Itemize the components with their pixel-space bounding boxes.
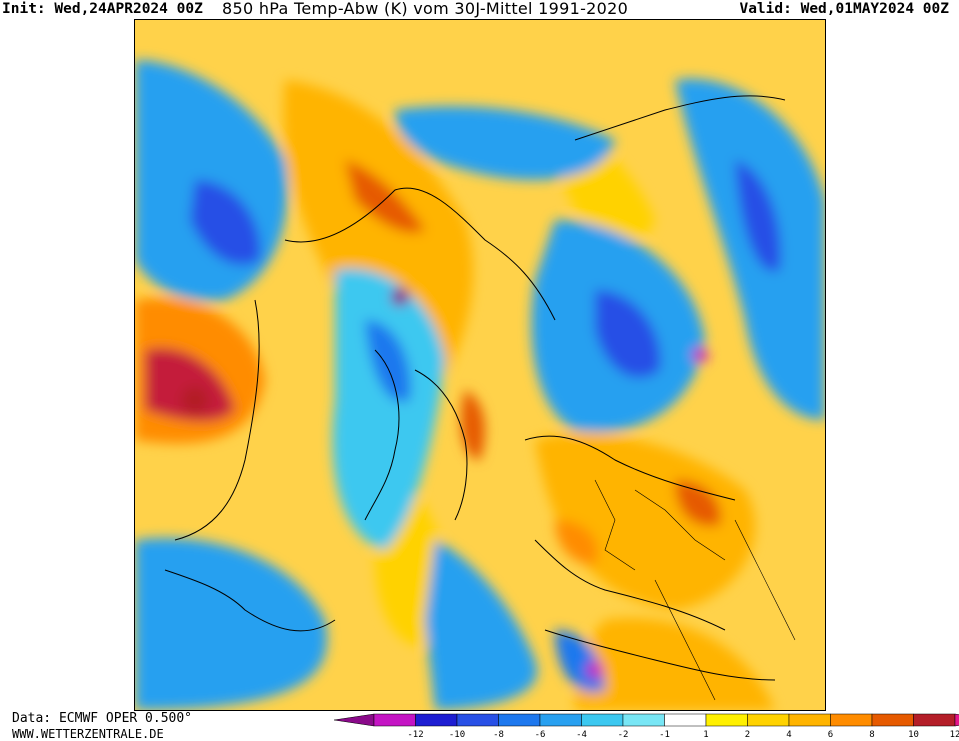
website-label: WWW.WETTERZENTRALE.DE xyxy=(12,727,164,741)
valid-label: Valid: xyxy=(739,1,792,17)
legend-swatch xyxy=(498,713,541,727)
legend-tick-label: -2 xyxy=(618,730,629,740)
legend-bar: -12 -10 -8 -6 -4 -2 -1 1 2 4 6 8 10 12 xyxy=(333,713,959,740)
legend-swatch xyxy=(747,713,790,727)
init-time: Init: Wed,24APR2024 00Z xyxy=(2,0,203,18)
legend-tick-label: -8 xyxy=(493,730,504,740)
legend-swatch xyxy=(539,713,582,727)
legend-swatch xyxy=(622,713,665,727)
map-title: 850 hPa Temp-Abw (K) vom 30J-Mittel 1991… xyxy=(222,0,629,18)
anomaly-map xyxy=(134,19,826,711)
legend-tick-label: -10 xyxy=(449,730,465,740)
legend-arrow-high xyxy=(954,713,959,727)
legend-tick-label: 6 xyxy=(828,730,833,740)
anomaly-map-canvas xyxy=(135,20,825,710)
legend-swatch xyxy=(705,713,748,727)
legend-swatch xyxy=(415,713,458,727)
legend-tick-label: 4 xyxy=(786,730,791,740)
legend-swatch xyxy=(373,713,416,727)
legend-tick-label: 1 xyxy=(703,730,708,740)
legend-swatch xyxy=(664,713,707,727)
legend-swatch xyxy=(788,713,831,727)
legend-tick-label: -6 xyxy=(535,730,546,740)
country-borders xyxy=(594,479,796,701)
init-label: Init: xyxy=(2,1,46,17)
legend-tick-label: 8 xyxy=(869,730,874,740)
legend-tick-label: 12 xyxy=(950,730,959,740)
color-legend: -12 -10 -8 -6 -4 -2 -1 1 2 4 6 8 10 12 xyxy=(333,712,959,740)
legend-swatch xyxy=(871,713,914,727)
legend-tick-label: 2 xyxy=(745,730,750,740)
legend-swatch xyxy=(581,713,624,727)
valid-time: Valid: Wed,01MAY2024 00Z xyxy=(739,0,949,18)
anomaly-fields xyxy=(135,60,825,710)
legend-tick-label: 10 xyxy=(908,730,919,740)
valid-value: Wed,01MAY2024 00Z xyxy=(800,1,949,17)
init-value: Wed,24APR2024 00Z xyxy=(54,1,203,17)
legend-tick-label: -1 xyxy=(659,730,670,740)
legend-tick-label: -4 xyxy=(576,730,587,740)
legend-swatch xyxy=(456,713,499,727)
legend-swatch xyxy=(913,713,956,727)
legend-tick-label: -12 xyxy=(407,730,423,740)
legend-arrow-low xyxy=(333,713,375,727)
legend-swatch xyxy=(830,713,873,727)
data-source-label: Data: ECMWF OPER 0.500° xyxy=(12,711,193,726)
coastline-lines xyxy=(164,95,786,681)
